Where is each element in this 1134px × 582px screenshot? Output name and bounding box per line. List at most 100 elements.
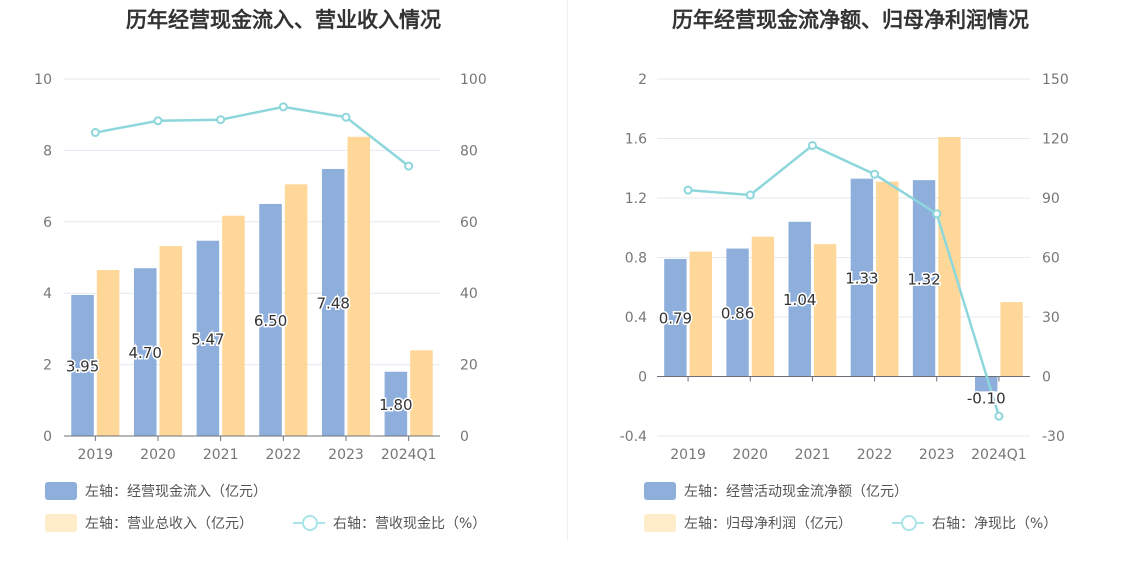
y-right-tick-label: 60	[460, 215, 478, 231]
bar-data-label: 1.32	[907, 270, 940, 288]
bar-data-label: 1.33	[845, 270, 878, 288]
chart-panel-cash-inflow-revenue: 历年经营现金流入、营业收入情况 0 0 2 20 4 40 6 60 8 80 10 100 2019 2…	[34, 8, 487, 533]
y-left-tick-label: 0	[638, 370, 647, 386]
bar-data-label: 4.70	[129, 344, 162, 362]
line-point	[216, 115, 226, 125]
x-tick-label: 2023	[919, 447, 955, 463]
legend-label: 左轴：归母净利润（亿元）	[684, 516, 852, 532]
bar-primary	[196, 240, 220, 436]
bar-primary	[71, 294, 94, 436]
y-right-tick-label: 0	[460, 429, 469, 445]
x-tick-label: 2019	[78, 447, 114, 463]
bar-primary	[259, 203, 282, 436]
bar-primary	[384, 371, 408, 436]
legend-item-cash-inflow[interactable]: 左轴：经营现金流入（亿元）	[45, 481, 267, 501]
legend-item-net-cash-ratio[interactable]: 右轴：净现比（%）	[892, 513, 1057, 533]
bar-primary	[321, 168, 345, 437]
bar-data-label: 6.50	[254, 312, 287, 330]
y-right-tick-label: 120	[1042, 132, 1069, 148]
bar-primary	[664, 258, 687, 377]
bar-primary	[975, 376, 998, 392]
bar-secondary	[876, 181, 899, 377]
y-left-tick-label: 10	[34, 72, 52, 88]
bar-secondary	[410, 350, 433, 436]
panel-divider	[567, 0, 568, 540]
y-right-tick-label: 90	[1042, 191, 1060, 207]
x-tick-label: 2021	[203, 447, 239, 463]
y-right-tick-label: 40	[460, 286, 478, 302]
y-right-tick-label: 30	[1042, 310, 1060, 326]
bar-secondary	[1000, 302, 1023, 377]
y-right-tick-label: -30	[1042, 429, 1065, 445]
y-left-tick-label: 0	[43, 429, 52, 445]
line-point	[404, 161, 414, 171]
bar-primary	[912, 180, 936, 377]
bar-data-label: 5.47	[191, 330, 224, 348]
y-right-tick-label: 20	[460, 358, 478, 374]
legend-item-net-profit[interactable]: 左轴：归母净利润（亿元）	[644, 513, 852, 533]
legend-item-revenue-cash-ratio[interactable]: 右轴：营收现金比（%）	[293, 513, 486, 533]
bar-secondary	[159, 246, 183, 436]
bar-primary	[726, 248, 749, 377]
x-tick-label: 2019	[670, 447, 706, 463]
chart-plot-net-cash-profit: -0.4 -30 0 0 0.4 30 0.8 60 1.2 90 1.6 120 2 150 2019 20…	[620, 72, 1069, 463]
chart-title: 历年经营现金流入、营业收入情况	[126, 8, 441, 32]
y-right-tick-label: 100	[460, 72, 487, 88]
y-left-tick-label: 6	[43, 215, 52, 231]
line-point	[153, 116, 163, 126]
y-right-tick-label: 60	[1042, 251, 1060, 267]
bar-secondary	[284, 184, 308, 436]
bar-data-label: 1.04	[783, 291, 816, 309]
legend-swatch-bar	[45, 482, 77, 500]
bar-secondary	[347, 136, 371, 437]
x-tick-label: 2020	[140, 447, 176, 463]
legend-label: 左轴：营业总收入（亿元）	[85, 516, 253, 532]
line-point	[90, 128, 100, 138]
line-point	[683, 185, 693, 195]
legend-item-net-operating-cash[interactable]: 左轴：经营活动现金流净额（亿元）	[644, 481, 908, 501]
x-tick-label: 2024Q1	[971, 447, 1027, 463]
line-point	[745, 190, 755, 200]
chart-title: 历年经营现金流净额、归母净利润情况	[672, 8, 1029, 32]
legend-swatch-line-icon	[293, 514, 325, 532]
y-right-tick-label: 150	[1042, 72, 1069, 88]
x-tick-label: 2024Q1	[381, 447, 437, 463]
bar-data-label: 0.86	[721, 305, 754, 323]
x-tick-label: 2020	[732, 447, 768, 463]
bar-data-label: 0.79	[659, 310, 692, 328]
legend-swatch-bar	[644, 514, 676, 532]
line-point	[341, 112, 351, 122]
bar-data-label: 1.80	[379, 396, 412, 414]
bar-secondary	[751, 236, 775, 377]
legend-swatch-bar	[644, 482, 676, 500]
legend-label: 右轴：净现比（%）	[932, 516, 1058, 532]
line-point	[932, 209, 942, 219]
series-line	[95, 105, 410, 168]
bar-data-label: -0.10	[967, 389, 1006, 407]
y-right-tick-label: 0	[1042, 370, 1051, 386]
bar-primary	[788, 221, 811, 377]
line-point	[278, 102, 288, 112]
bar-primary	[850, 178, 874, 377]
legend-label: 右轴：营收现金比（%）	[333, 516, 487, 532]
bar-secondary	[813, 244, 837, 377]
bar-data-label: 3.95	[66, 357, 99, 375]
y-left-tick-label: 2	[43, 358, 52, 374]
y-left-tick-label: 1.2	[625, 191, 647, 207]
y-left-tick-label: 0.8	[625, 251, 647, 267]
y-left-tick-label: 4	[43, 286, 52, 302]
bar-data-label: 7.48	[317, 294, 350, 312]
bar-secondary	[689, 251, 712, 377]
legend-label: 左轴：经营活动现金流净额（亿元）	[684, 484, 908, 500]
x-tick-label: 2022	[857, 447, 893, 463]
legend-item-total-revenue[interactable]: 左轴：营业总收入（亿元）	[45, 513, 253, 533]
y-left-tick-label: -0.4	[620, 429, 647, 445]
line-point	[994, 411, 1004, 421]
x-tick-label: 2021	[795, 447, 831, 463]
x-tick-label: 2023	[328, 447, 364, 463]
series-line	[687, 143, 1001, 417]
y-left-tick-label: 8	[43, 143, 52, 159]
bar-secondary	[222, 215, 245, 436]
bar-primary	[133, 268, 157, 436]
y-left-tick-label: 0.4	[625, 310, 647, 326]
